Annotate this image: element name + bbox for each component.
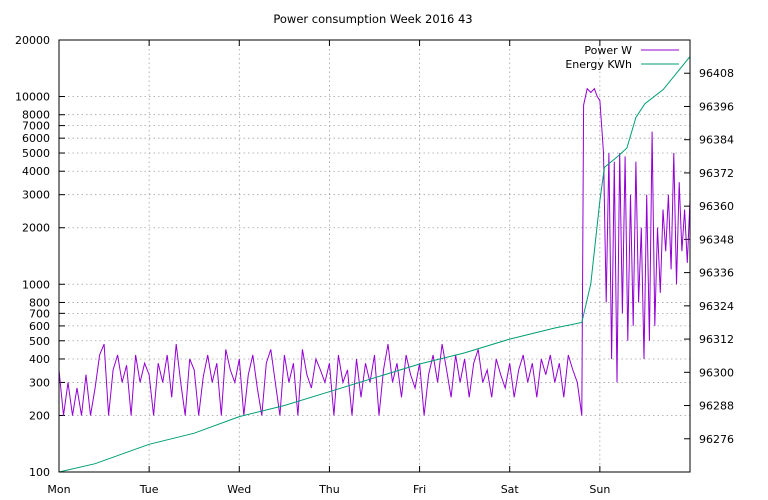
y-left-tick-label: 1000 (22, 278, 50, 291)
y-left-tick-label: 600 (29, 320, 50, 333)
x-tick-label: Fri (413, 483, 426, 496)
y-left-tick-label: 4000 (22, 165, 50, 178)
y-left-tick-label: 400 (29, 353, 50, 366)
legend: Power W Energy KWh (565, 44, 679, 71)
y-left-tick-label: 700 (29, 307, 50, 320)
x-tick-label: Wed (227, 483, 251, 496)
y-right-tick-label: 96300 (699, 366, 734, 379)
y-right-tick-label: 96372 (699, 167, 734, 180)
grid-lines (59, 40, 690, 472)
y-left-tick-label: 100 (29, 466, 50, 479)
plot-frame (58, 39, 691, 473)
legend-label-energy: Energy KWh (565, 58, 632, 71)
y-right-tick-label: 96276 (699, 433, 734, 446)
series-energy-line (58, 56, 691, 473)
y-left-tick-label: 2000 (22, 222, 50, 235)
x-tick-label: Tue (139, 483, 159, 496)
y-left-tick-label: 7000 (22, 120, 50, 133)
y-left-tick-label: 500 (29, 335, 50, 348)
x-tick-label: Mon (47, 483, 70, 496)
chart-title: Power consumption Week 2016 43 (273, 12, 472, 26)
y-left-tick-label: 800 (29, 296, 50, 309)
y-right-tick-label: 96336 (699, 267, 734, 280)
y-left-tick-label: 8000 (22, 109, 50, 122)
x-tick-label: Thu (318, 483, 340, 496)
y-right-tick-label: 96312 (699, 333, 734, 346)
x-tick-label: Sun (589, 483, 610, 496)
y-left-tick-label: 10000 (15, 91, 50, 104)
y-right-tick-label: 96324 (699, 300, 734, 313)
x-tick-label: Sat (501, 483, 520, 496)
y-right-tick-label: 96288 (699, 400, 734, 413)
y-right-tick-label: 96396 (699, 100, 734, 113)
series-lines (58, 56, 691, 473)
y-left-tick-label: 3000 (22, 189, 50, 202)
y-left-tick-label: 200 (29, 409, 50, 422)
y-right-tick-label: 96348 (699, 233, 734, 246)
tick-labels: Mon Tue Wed Thu Fri Sat Sun1002003004005006007… (15, 34, 734, 496)
y-right-tick-label: 96360 (699, 200, 734, 213)
series-power-line (58, 87, 691, 416)
legend-label-power: Power W (584, 44, 632, 57)
y-left-tick-label: 5000 (22, 147, 50, 160)
y-right-tick-label: 96408 (699, 67, 734, 80)
y-left-tick-label: 300 (29, 376, 50, 389)
y-left-tick-label: 6000 (22, 132, 50, 145)
y-right-tick-label: 96384 (699, 134, 734, 147)
y-left-tick-label: 20000 (15, 34, 50, 47)
axis-ticks (58, 39, 690, 473)
